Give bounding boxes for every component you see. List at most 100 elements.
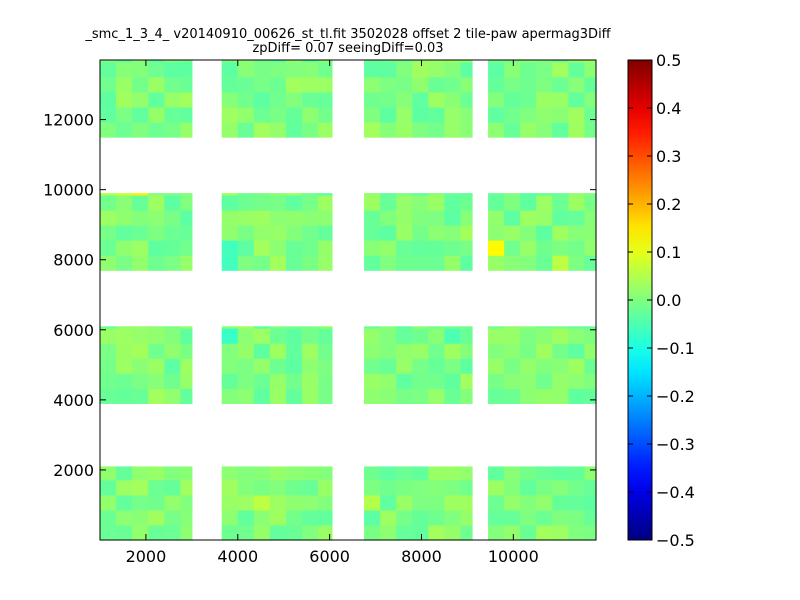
heatmap-cell <box>164 76 181 93</box>
heatmap-cell <box>116 326 133 329</box>
heatmap-cell <box>132 193 149 196</box>
heatmap-cell <box>488 106 505 123</box>
heatmap-cell <box>286 388 303 404</box>
heatmap-cell <box>536 255 553 271</box>
heatmap-cell <box>269 509 287 526</box>
heatmap-cell <box>116 524 133 541</box>
heatmap-cell <box>488 466 505 481</box>
heatmap-cell <box>148 343 165 359</box>
heatmap-cell <box>568 61 586 78</box>
heatmap-cell <box>584 106 597 123</box>
heatmap-cell <box>286 524 303 541</box>
heatmap-cell <box>237 209 255 226</box>
colorbar-tick-label: 0.0 <box>656 291 681 310</box>
heatmap-cell <box>428 255 446 271</box>
heatmap-cell <box>100 328 117 344</box>
heatmap-cell <box>237 328 255 344</box>
heatmap-cell <box>164 106 181 123</box>
colorbar-tick-label: 0.5 <box>656 51 681 70</box>
heatmap-cell <box>164 225 181 241</box>
heatmap-cell <box>148 60 165 63</box>
heatmap-cell <box>552 76 570 93</box>
heatmap-cell <box>520 479 537 496</box>
heatmap-cell <box>428 479 446 496</box>
colorbar-tick-label: −0.2 <box>656 387 695 406</box>
heatmap-cell <box>116 328 133 344</box>
heatmap-cell <box>237 326 255 329</box>
heatmap-cell <box>584 193 597 196</box>
colorbar-tick-label: −0.4 <box>656 483 695 502</box>
heatmap-cell <box>100 240 117 256</box>
heatmap-cell <box>253 76 271 93</box>
x-tick-label: 2000 <box>126 547 167 566</box>
heatmap-cell <box>460 194 473 211</box>
heatmap-cell <box>364 193 381 196</box>
heatmap-cell <box>100 209 117 226</box>
heatmap-cell <box>180 194 193 211</box>
heatmap-cell <box>380 106 397 123</box>
heatmap-cell <box>286 106 303 123</box>
heatmap-cell <box>286 358 303 374</box>
heatmap-cell <box>536 358 553 374</box>
heatmap-cell <box>221 509 239 526</box>
heatmap-cell <box>116 494 133 511</box>
heatmap-cell <box>396 524 413 541</box>
heatmap-cell <box>164 343 181 359</box>
heatmap-cell <box>116 343 133 359</box>
heatmap-cell <box>364 106 381 123</box>
heatmap-cell <box>504 209 521 226</box>
heatmap-cell <box>302 328 319 344</box>
heatmap-cell <box>116 509 133 526</box>
heatmap-cell <box>116 240 133 256</box>
heatmap-cell <box>269 328 287 344</box>
heatmap-cell <box>460 60 473 63</box>
heatmap-cell <box>460 209 473 226</box>
heatmap-cell <box>412 466 429 481</box>
heatmap-cell <box>318 524 333 541</box>
heatmap-cell <box>237 373 255 389</box>
heatmap-cell <box>520 61 537 78</box>
heatmap-cell <box>584 61 597 78</box>
heatmap-cell <box>380 209 397 226</box>
heatmap-cell <box>444 328 462 344</box>
heatmap-cell <box>396 209 413 226</box>
heatmap-cell <box>428 509 446 526</box>
heatmap-cell <box>286 193 303 196</box>
heatmap-cell <box>318 466 333 481</box>
heatmap-cell <box>396 122 413 138</box>
heatmap-cell <box>460 524 473 541</box>
heatmap-cell <box>584 240 597 256</box>
heatmap-cell <box>552 479 570 496</box>
heatmap-cell <box>504 494 521 511</box>
heatmap-cell <box>552 209 570 226</box>
heatmap-cell <box>380 61 397 78</box>
heatmap-cell <box>180 466 193 481</box>
heatmap-cell <box>520 255 537 271</box>
heatmap-cell <box>221 209 239 226</box>
heatmap-cell <box>364 479 381 496</box>
heatmap-cell <box>412 193 429 196</box>
heatmap-cell <box>504 255 521 271</box>
heatmap-cell <box>286 225 303 241</box>
heatmap-cell <box>253 106 271 123</box>
heatmap-cell <box>286 60 303 63</box>
heatmap-cell <box>396 373 413 389</box>
heatmap-cell <box>100 225 117 241</box>
heatmap-cell <box>286 61 303 78</box>
heatmap-cell <box>552 60 570 63</box>
heatmap-cell <box>237 466 255 481</box>
heatmap-cell <box>520 326 537 329</box>
heatmap-cell <box>148 326 165 329</box>
heatmap-cell <box>269 122 287 138</box>
heatmap-cell <box>536 122 553 138</box>
heatmap-cell <box>148 466 165 481</box>
heatmap-cell <box>568 509 586 526</box>
heatmap-cell <box>364 91 381 108</box>
heatmap-cell <box>568 194 586 211</box>
heatmap-cell <box>364 358 381 374</box>
heatmap-cell <box>253 509 271 526</box>
heatmap-cell <box>132 106 149 123</box>
heatmap-cell <box>444 326 462 329</box>
heatmap-cell <box>221 388 239 404</box>
